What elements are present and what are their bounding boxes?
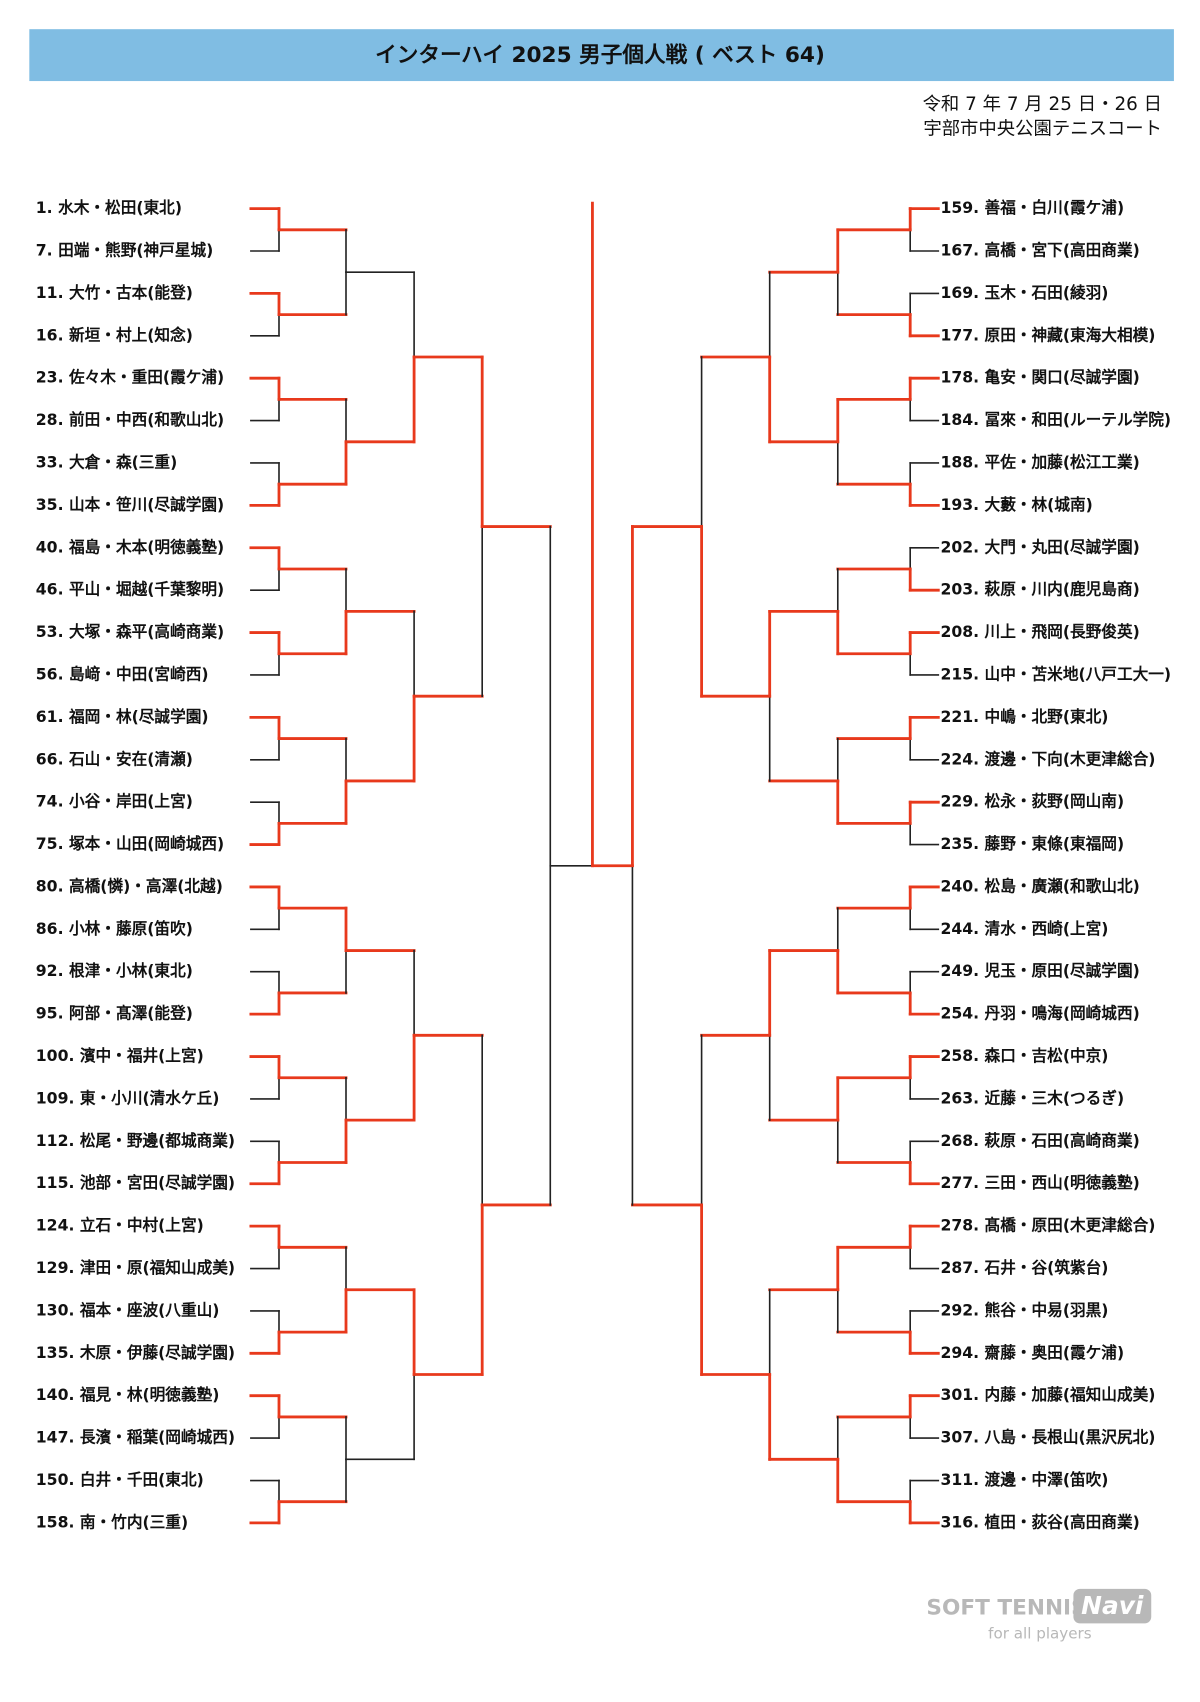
team-entry: 193. 大藪・林(城南) (940, 495, 1092, 514)
team-entry: 287. 石井・谷(筑紫台) (940, 1258, 1108, 1277)
team-entry: 112. 松尾・野邊(都城商業) (36, 1131, 235, 1150)
team-entry: 224. 渡邊・下向(木更津総合) (940, 749, 1155, 768)
team-entry: 147. 長濱・稲葉(岡崎城西) (36, 1428, 235, 1447)
team-entry: 66. 石山・安在(清瀬) (36, 749, 193, 768)
team-entry: 278. 髙橋・原田(木更津総合) (940, 1216, 1155, 1235)
team-entry: 177. 原田・神藏(東海大相模) (940, 325, 1155, 344)
team-entry: 40. 福島・木本(明徳義塾) (36, 537, 224, 556)
team-entry: 294. 齋藤・奥田(霞ケ浦) (940, 1343, 1124, 1362)
logo-mark: Navi (1081, 1591, 1144, 1620)
title: インターハイ 2025 男子個人戦 ( ベスト 64) (375, 43, 825, 68)
team-entry: 188. 平佐・加藤(松江工業) (940, 452, 1139, 471)
team-entry: 130. 福本・座波(八重山) (36, 1300, 220, 1319)
team-entry: 28. 前田・中西(和歌山北) (36, 410, 224, 429)
team-entry: 35. 山本・笹川(尽誠学園) (36, 495, 224, 514)
team-entry: 178. 亀安・関口(尽誠学園) (940, 368, 1139, 387)
team-entry: 95. 阿部・髙澤(能登) (36, 1004, 193, 1023)
team-entry: 1. 水木・松田(東北) (36, 198, 182, 217)
team-entry: 301. 内藤・加藤(福知山成美) (940, 1385, 1155, 1404)
team-entry: 56. 島﨑・中田(宮崎西) (36, 664, 209, 683)
team-entry: 221. 中嶋・北野(東北) (940, 707, 1108, 726)
team-entry: 80. 高橋(憐)・高澤(北越) (36, 876, 223, 895)
team-entry: 92. 根津・小林(東北) (36, 961, 193, 980)
team-entry: 11. 大竹・古本(能登) (36, 283, 193, 302)
team-entry: 16. 新垣・村上(知念) (36, 325, 193, 344)
logo-brand: SOFT TENNIS (926, 1595, 1086, 1620)
venue: 宇部市中央公園テニスコート (923, 119, 1162, 140)
team-entry: 135. 木原・伊藤(尽誠学園) (36, 1343, 235, 1362)
team-entry: 311. 渡邊・中澤(笛吹) (940, 1470, 1108, 1489)
logo-tagline: for all players (988, 1625, 1092, 1643)
team-entry: 46. 平山・堀越(千葉黎明) (36, 580, 224, 599)
team-entry: 129. 津田・原(福知山成美) (36, 1258, 235, 1277)
team-entry: 115. 池部・宮田(尽誠学園) (36, 1173, 235, 1192)
team-entry: 254. 丹羽・鳴海(岡崎城西) (940, 1004, 1139, 1023)
team-entry: 277. 三田・西山(明徳義塾) (940, 1173, 1139, 1192)
team-entry: 307. 八島・長根山(黒沢尻北) (940, 1428, 1155, 1447)
team-entry: 140. 福見・林(明徳義塾) (36, 1385, 220, 1404)
team-entry: 292. 熊谷・中易(羽黒) (940, 1300, 1108, 1319)
team-entry: 249. 児玉・原田(尽誠学園) (940, 961, 1139, 980)
team-entry: 61. 福岡・林(尽誠学園) (36, 707, 209, 726)
team-entry: 240. 松島・廣瀬(和歌山北) (940, 876, 1139, 895)
team-entry: 244. 清水・西崎(上宮) (940, 919, 1108, 938)
team-entry: 215. 山中・苫米地(八戸工大一) (940, 664, 1171, 683)
team-entry: 158. 南・竹内(三重) (36, 1512, 188, 1531)
team-entry: 159. 善福・白川(霞ケ浦) (940, 198, 1124, 217)
team-entry: 109. 東・小川(清水ケ丘) (36, 1088, 220, 1107)
team-entry: 86. 小林・藤原(笛吹) (36, 919, 193, 938)
team-entry: 263. 近藤・三木(つるぎ) (940, 1088, 1124, 1107)
team-entry: 184. 冨來・和田(ルーテル学院) (940, 410, 1171, 429)
team-entry: 167. 高橋・宮下(高田商業) (940, 240, 1139, 259)
team-entry: 100. 濱中・福井(上宮) (36, 1046, 204, 1065)
team-entry: 258. 森口・吉松(中京) (940, 1046, 1108, 1065)
team-entry: 229. 松永・荻野(岡山南) (940, 792, 1124, 811)
team-entry: 74. 小谷・岸田(上宮) (36, 792, 193, 811)
logo: SOFT TENNIS Navi for all players (926, 1588, 1152, 1643)
team-entry: 53. 大塚・森平(高崎商業) (36, 622, 224, 641)
team-entry: 235. 藤野・東條(東福岡) (940, 834, 1124, 853)
team-entry: 7. 田端・熊野(神戸星城) (36, 240, 214, 259)
title-bar (29, 29, 1174, 82)
team-entry: 23. 佐々木・重田(霞ケ浦) (36, 368, 224, 387)
team-entry: 268. 萩原・石田(高崎商業) (940, 1131, 1139, 1150)
team-entry: 75. 塚本・山田(岡崎城西) (36, 834, 224, 853)
team-entry: 203. 萩原・川内(鹿児島商) (940, 580, 1139, 599)
team-entry: 316. 植田・荻谷(高田商業) (940, 1512, 1139, 1531)
team-entry: 150. 白井・千田(東北) (36, 1470, 204, 1489)
date: 令和 7 年 7 月 25 日・26 日 (923, 94, 1162, 115)
logo-box (1073, 1588, 1152, 1624)
team-entry: 169. 玉木・石田(綾羽) (940, 283, 1108, 302)
team-entry: 124. 立石・中村(上宮) (36, 1216, 204, 1235)
team-entry: 202. 大門・丸田(尽誠学園) (940, 537, 1139, 556)
team-entry: 33. 大倉・森(三重) (36, 452, 177, 471)
team-entry: 208. 川上・飛岡(長野俊英) (940, 622, 1139, 641)
